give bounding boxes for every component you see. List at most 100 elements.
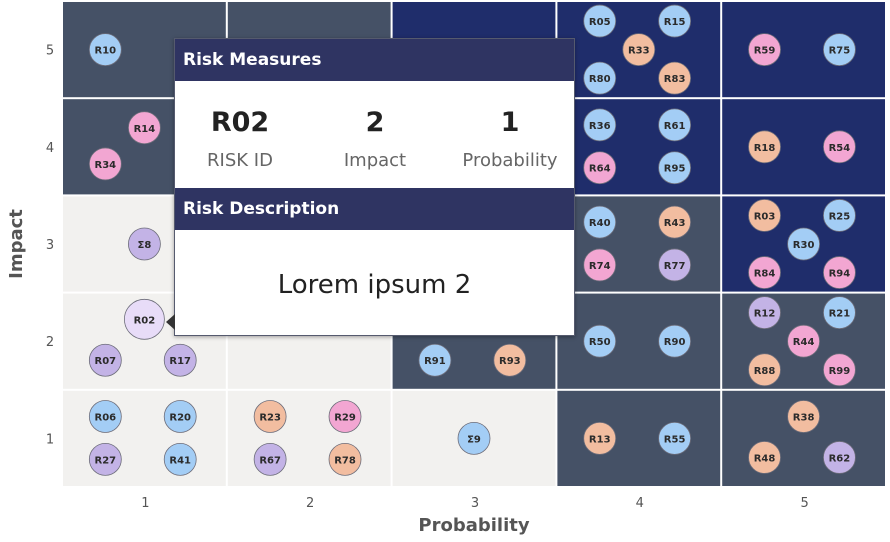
risk-bubble [787,324,820,358]
risk-bubble [748,199,781,232]
y-tick-label: 1 [46,432,54,447]
risk-bubble-label: R40 [589,218,611,229]
risk-bubble [658,151,692,185]
risk-bubble [583,421,617,455]
matrix-cell [557,196,721,292]
risk-bubble-label: R64 [589,164,611,175]
risk-bubble [658,4,692,38]
risk-bubble [328,400,362,433]
y-tick-label: 2 [46,335,54,350]
risk-bubble [658,61,692,95]
risk-bubble [88,33,122,66]
risk-bubble [748,296,781,330]
risk-bubble [123,298,165,340]
risk-bubble [583,205,617,239]
risk-bubble-label: R30 [793,240,815,251]
risk-bubble-label: R78 [334,455,356,466]
risk-bubble [787,227,820,261]
risk-bubble [493,343,527,377]
risk-bubble-label: R67 [259,455,281,466]
risk-bubble-label: R14 [134,124,156,135]
x-tick-label: 5 [800,496,808,511]
risk-bubble-label: R93 [499,356,521,367]
risk-bubble-label: R20 [169,413,191,424]
risk-bubble-label: Σ8 [138,240,152,251]
risk-bubble-label: R03 [754,211,776,222]
risk-bubble [748,353,781,387]
risk-bubble-label: R02 [134,315,156,326]
y-tick-label: 5 [46,44,54,59]
risk-bubble [418,343,452,377]
x-tick-label: 2 [306,496,314,511]
y-tick-label: 4 [46,141,54,156]
matrix-cell [722,99,885,195]
matrix-cell [227,390,391,486]
risk-bubble-label: R88 [754,366,776,377]
risk-bubble-label: R90 [664,337,686,348]
risk-bubble-label: R21 [829,309,851,320]
risk-bubble [583,61,617,95]
risk-bubble [88,442,122,476]
risk-bubble [748,256,781,289]
impact-measure: 2 Impact [310,81,440,172]
risk-bubble [823,256,856,289]
x-tick-label: 4 [636,496,644,511]
risk-bubble [658,324,692,358]
matrix-cell [557,99,721,195]
risk-bubble [583,151,617,185]
risk-bubble [163,400,197,433]
risk-bubble [823,296,856,330]
probability-value: 1 [500,107,520,138]
tooltip-pointer-icon [166,314,175,330]
risk-tooltip: Risk Measures R02 RISK ID 2 Impact 1 Pro… [174,38,575,336]
risk-bubble-label: R94 [829,269,851,280]
risk-bubble [583,324,617,358]
risk-bubble-label: R29 [334,413,356,424]
risk-bubble [823,353,856,387]
risk-bubble-label: Σ9 [467,434,481,445]
risk-bubble-label: R12 [754,309,776,320]
risk-bubble [787,400,820,433]
y-axis-title: Impact [6,209,27,279]
risk-bubble [823,33,856,66]
risk-bubble-label: R61 [664,121,686,132]
risk-id-label: RISK ID [207,150,273,171]
risk-bubble [457,421,491,455]
risk-bubble [583,108,617,142]
risk-id-value: R02 [210,107,270,138]
risk-bubble [748,441,781,474]
risk-id-measure: R02 RISK ID [175,81,305,172]
risk-bubble [823,199,856,232]
risk-bubble-label: R77 [664,261,686,272]
risk-bubble-label: R99 [829,366,851,377]
risk-bubble-label: R75 [829,46,851,57]
risk-bubble-label: R15 [664,17,686,28]
risk-bubble [328,442,362,476]
risk-bubble-label: R43 [664,218,686,229]
risk-bubble-label: R33 [628,46,650,57]
risk-measures-header: Risk Measures [175,39,574,81]
risk-bubble [658,205,692,239]
risk-bubble-label: R62 [829,453,851,464]
risk-bubble-label: R83 [664,74,686,85]
risk-bubble-label: R17 [169,356,191,367]
probability-measure: 1 Probability [445,81,575,172]
risk-bubble-label: R59 [754,46,776,57]
risk-bubble-label: R54 [829,143,851,154]
risk-bubble [583,4,617,38]
risk-bubble-label: R91 [424,356,446,367]
matrix-cell [557,293,721,389]
risk-bubble-label: R13 [589,434,611,445]
risk-bubble-label: R06 [95,413,117,424]
risk-bubble [748,33,781,66]
risk-bubble-label: R48 [754,453,776,464]
risk-bubble-label: R07 [95,356,117,367]
impact-label: Impact [343,150,407,171]
risk-bubble-label: R05 [589,17,611,28]
risk-bubble-label: R36 [589,121,611,132]
risk-bubble-label: R18 [754,143,776,154]
risk-bubble [88,343,122,377]
risk-bubble [823,441,856,474]
risk-bubble-label: R44 [793,337,815,348]
